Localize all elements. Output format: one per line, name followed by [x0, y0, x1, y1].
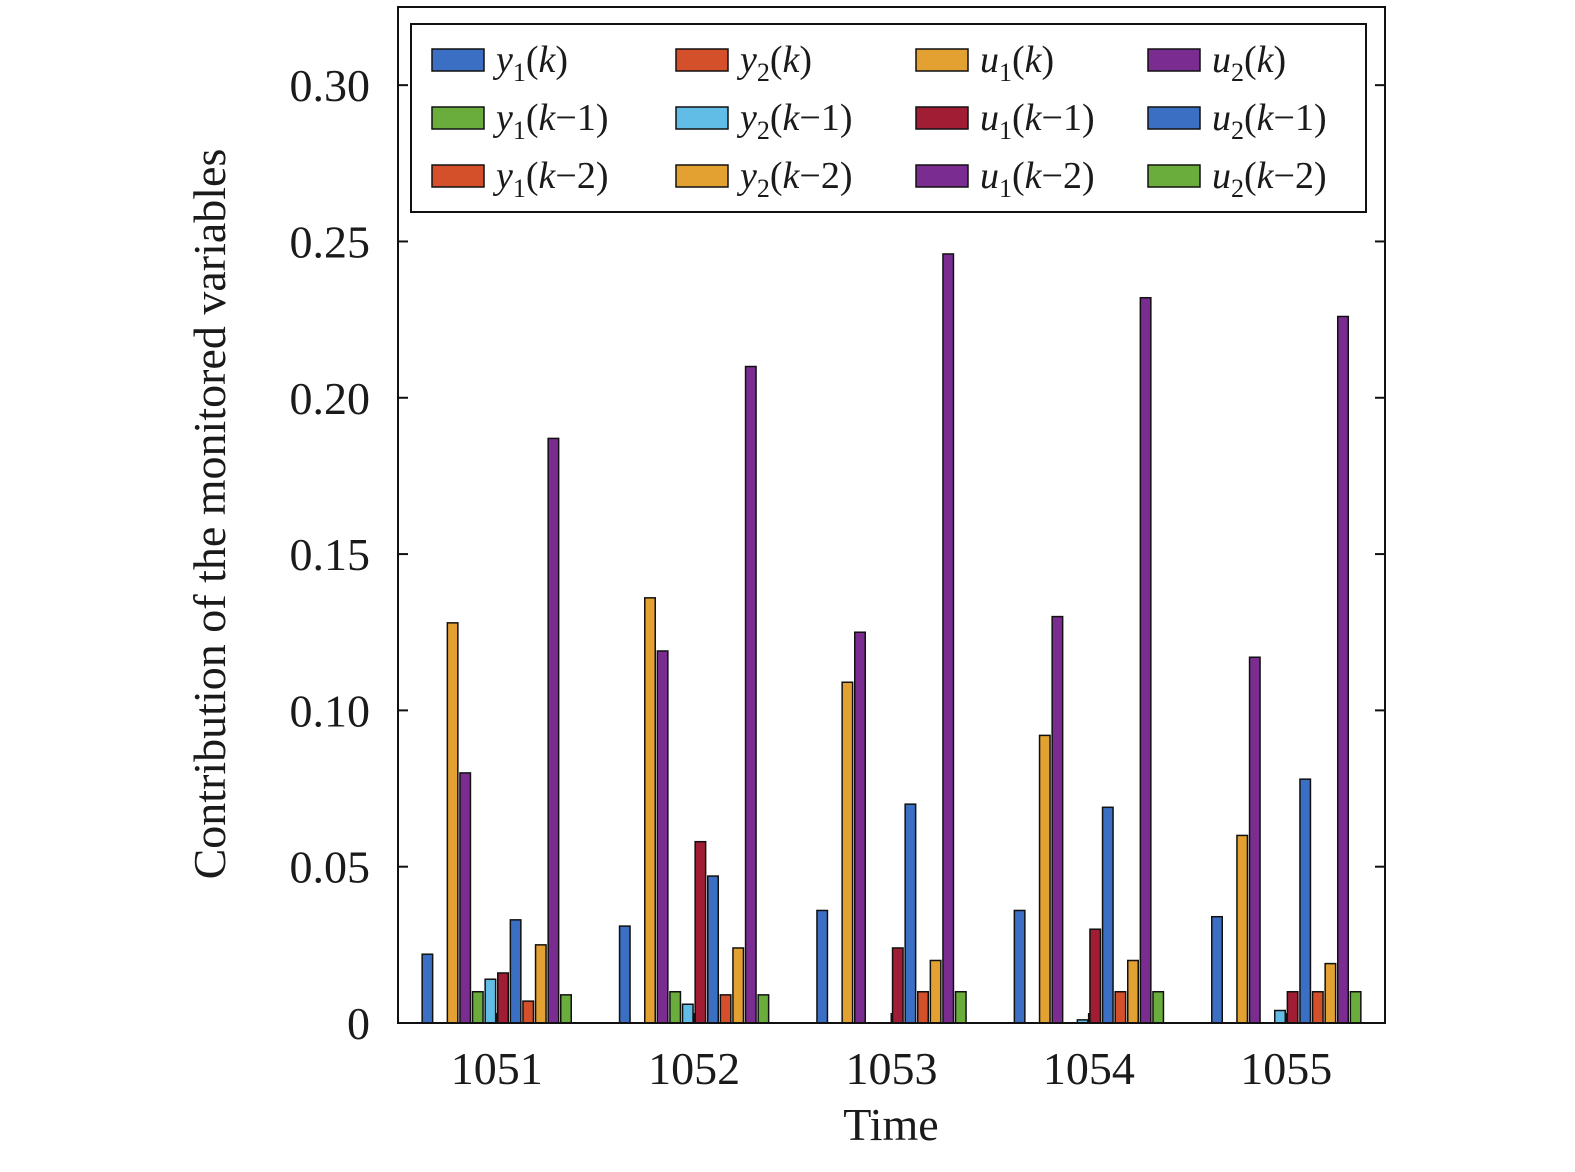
x-tick-label: 1051 [451, 1043, 543, 1094]
legend-swatch [915, 106, 969, 130]
legend-entry-label: u1(k−2) [980, 155, 1095, 203]
bar-1051-3 [446, 622, 459, 1024]
y-tick-label: 0.15 [290, 529, 371, 580]
bar-1052-10 [732, 947, 745, 1024]
bar-1053-11 [942, 253, 955, 1024]
bar-1054-3 [1038, 734, 1051, 1024]
bar-1053-8 [904, 803, 917, 1024]
bar-1052-12 [757, 994, 770, 1024]
legend-swatch [675, 164, 729, 188]
legend-entry-label: y2(k−2) [736, 155, 853, 203]
x-tick-label: 1054 [1043, 1043, 1135, 1094]
bar-1052-11 [744, 365, 757, 1024]
bar-1054-7 [1089, 928, 1102, 1024]
bar-1051-9 [522, 1000, 535, 1024]
legend-swatch [1147, 164, 1201, 188]
bar-1054-4 [1051, 615, 1064, 1024]
bar-1053-9 [917, 990, 929, 1024]
legend-box [410, 23, 1367, 213]
x-tick-label: 1055 [1240, 1043, 1332, 1094]
legend-entry-label: u2(k−1) [1212, 97, 1327, 145]
bar-1055-1 [1211, 915, 1223, 1024]
legend-swatch [1147, 106, 1201, 130]
bar-1053-7 [891, 947, 904, 1024]
legend-entry-label: y1(k−2) [492, 155, 609, 203]
y-tick-label: 0.25 [290, 216, 371, 267]
bar-1051-1 [421, 953, 434, 1024]
bar-1051-10 [534, 944, 547, 1024]
legend-entry-label: u2(k) [1212, 39, 1286, 87]
y-tick-label: 0.05 [290, 842, 371, 893]
bar-1052-9 [719, 994, 732, 1024]
bar-1053-1 [816, 909, 829, 1024]
plot-frame [397, 6, 1386, 1024]
bar-1052-4 [656, 650, 669, 1024]
legend-swatch [431, 48, 485, 72]
legend-entry-label: u2(k−2) [1212, 155, 1327, 203]
y-tick-label: 0.30 [290, 60, 371, 111]
legend-swatch [675, 48, 729, 72]
legend-swatch [1147, 48, 1201, 72]
bar-1055-7 [1286, 990, 1299, 1024]
legend-swatch [675, 106, 729, 130]
bar-1055-10 [1324, 962, 1337, 1024]
x-tick-label: 1053 [846, 1043, 938, 1094]
bar-1054-11 [1139, 296, 1152, 1024]
legend-swatch [431, 106, 485, 130]
legend-entry-label: y2(k) [736, 39, 812, 87]
ticks-layer: 0 0.05 0.10 0.15 0.20 0.25 0.30 1051 1052 1053 105… [290, 60, 1385, 1094]
bar-1054-9 [1114, 990, 1127, 1024]
bar-1054-12 [1152, 990, 1165, 1024]
bar-1055-4 [1248, 656, 1261, 1024]
bar-1055-3 [1236, 834, 1249, 1024]
y-tick-label: 0 [347, 998, 370, 1049]
x-tick-label: 1052 [648, 1043, 740, 1094]
bar-1051-12 [560, 994, 572, 1024]
bar-1055-11 [1337, 315, 1349, 1024]
y-axis-label: Contribution of the monitored variables [184, 149, 235, 880]
bar-1055-9 [1311, 990, 1324, 1024]
legend-swatch [431, 164, 485, 188]
bar-1053-10 [929, 959, 942, 1024]
legend: y1(k) y2(k) u1(k) u2(k) y1(k−1) y2(k−1) u1(k−1… [410, 23, 1367, 213]
legend-swatch [915, 164, 969, 188]
bar-1055-12 [1349, 990, 1362, 1024]
bar-1052-8 [707, 875, 719, 1024]
bar-1053-4 [854, 631, 866, 1024]
bar-1051-8 [509, 919, 522, 1024]
legend-entry-label: u1(k) [980, 39, 1054, 87]
bar-1051-7 [497, 972, 509, 1024]
legend-swatch [915, 48, 969, 72]
bar-1052-1 [618, 925, 631, 1024]
bar-1051-5 [471, 990, 484, 1024]
bar-1054-1 [1013, 909, 1026, 1024]
legend-entry-label: y2(k−1) [736, 97, 853, 145]
bar-1053-12 [954, 990, 967, 1024]
y-tick-label: 0.10 [290, 685, 371, 736]
bar-1052-3 [644, 597, 656, 1024]
bar-1055-6 [1274, 1009, 1286, 1024]
bar-1052-7 [694, 840, 707, 1024]
bar-1051-4 [459, 772, 472, 1024]
legend-entry-label: y1(k) [492, 39, 568, 87]
y-tick-label: 0.20 [290, 373, 371, 424]
legend-entry-label: y1(k−1) [492, 97, 609, 145]
bar-1054-8 [1101, 806, 1114, 1024]
bar-1051-6 [484, 978, 497, 1024]
bar-1052-5 [669, 990, 682, 1024]
bar-1052-6 [681, 1003, 694, 1024]
bars-layer [421, 253, 1362, 1024]
bar-1053-3 [841, 681, 854, 1024]
bar-1055-8 [1299, 778, 1312, 1024]
bar-1054-10 [1127, 959, 1139, 1024]
legend-entry-label: u1(k−1) [980, 97, 1095, 145]
x-axis-label: Time [843, 1099, 938, 1150]
bar-1051-11 [547, 437, 560, 1024]
